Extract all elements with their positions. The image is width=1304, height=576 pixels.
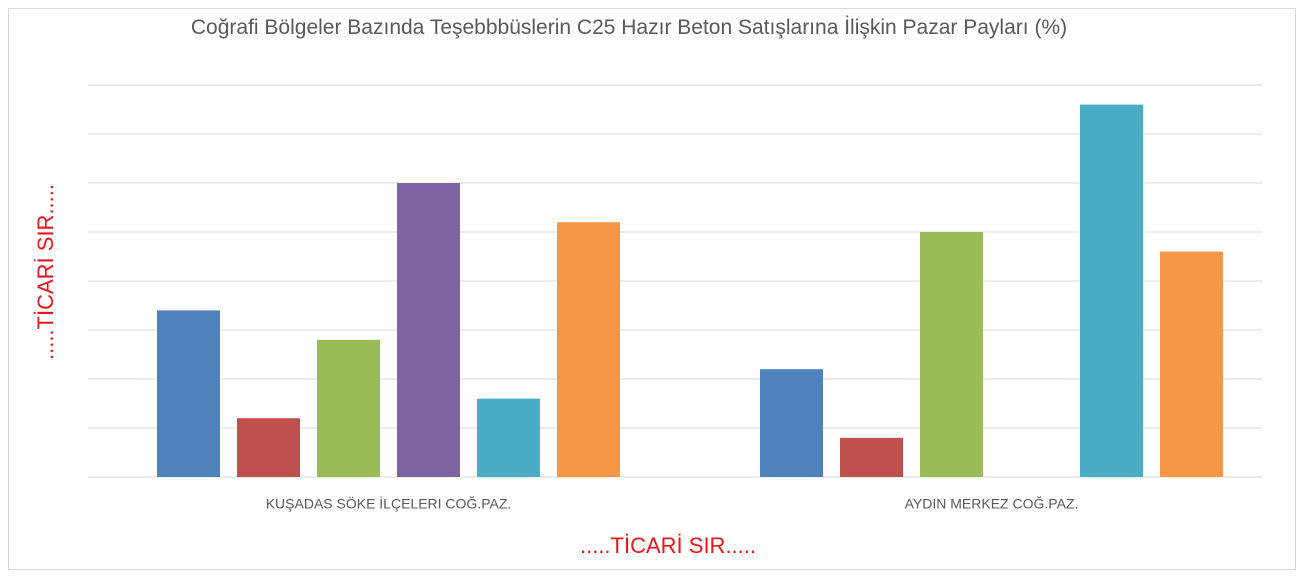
bar — [840, 437, 903, 477]
bar — [1080, 104, 1143, 477]
bar — [920, 232, 983, 477]
y-axis-label: .....TİCARİ SIR..... — [33, 184, 58, 360]
bar — [317, 339, 380, 477]
bar — [157, 310, 220, 477]
x-axis-label: .....TİCARİ SIR..... — [580, 533, 756, 558]
chart-title: Coğrafi Bölgeler Bazında Teşebbbüslerin … — [190, 16, 1068, 39]
bar — [397, 183, 460, 477]
x-tick-label: AYDIN MERKEZ COĞ.PAZ. — [905, 496, 1079, 512]
bar — [760, 369, 823, 477]
bar — [557, 222, 620, 477]
bar — [1160, 251, 1223, 477]
bar — [477, 398, 540, 477]
x-tick-label: KUŞADAS SÖKE İLÇELERI COĞ.PAZ. — [266, 495, 512, 512]
bar — [237, 418, 300, 477]
